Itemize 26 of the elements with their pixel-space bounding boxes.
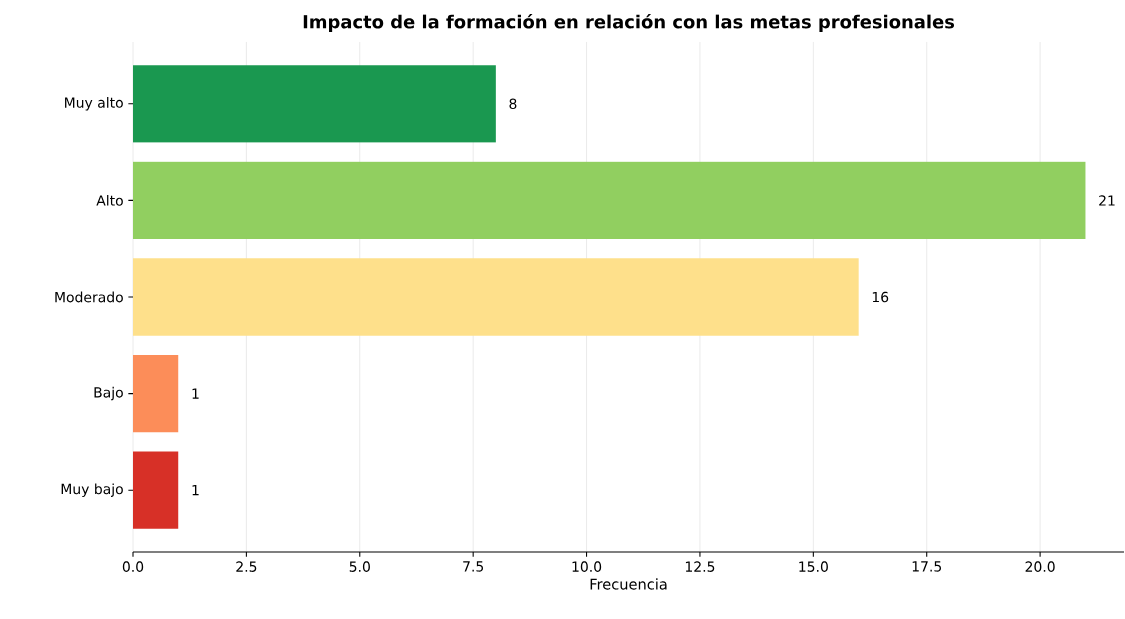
- data-label: 1: [192, 388, 199, 399]
- data-label: 1: [192, 485, 199, 496]
- y-tick-label: Moderado: [55, 291, 123, 303]
- x-tick-label: 2.5: [236, 561, 257, 572]
- y-tick-label: Alto: [96, 195, 123, 206]
- x-tick-label: 17.5: [912, 561, 942, 572]
- x-tick-label: 20.0: [1025, 561, 1055, 572]
- y-tick-label: Muy alto: [65, 97, 123, 111]
- bar: [133, 354, 179, 433]
- data-label: 21: [1099, 195, 1115, 206]
- x-tick-label: 0.0: [122, 561, 144, 572]
- bar: [133, 258, 859, 336]
- x-tick-label: 10.0: [572, 561, 602, 572]
- bar: [133, 65, 496, 143]
- chart-title: Impacto de la formación en relación con las metas profesionales: [303, 13, 955, 32]
- data-label: 16: [872, 291, 889, 303]
- x-axis-title: Frecuencia: [590, 578, 667, 590]
- data-label: 8: [509, 98, 517, 110]
- x-tick-label: 7.5: [463, 561, 484, 572]
- x-tick-label: 5.0: [349, 561, 370, 572]
- bar: [133, 451, 179, 529]
- y-tick-label: Bajo: [94, 386, 123, 401]
- x-tick-label: 12.5: [685, 561, 715, 572]
- x-tick-label: 15.0: [799, 561, 828, 572]
- bar: [133, 161, 1086, 240]
- y-tick-label: Muy bajo: [61, 483, 123, 497]
